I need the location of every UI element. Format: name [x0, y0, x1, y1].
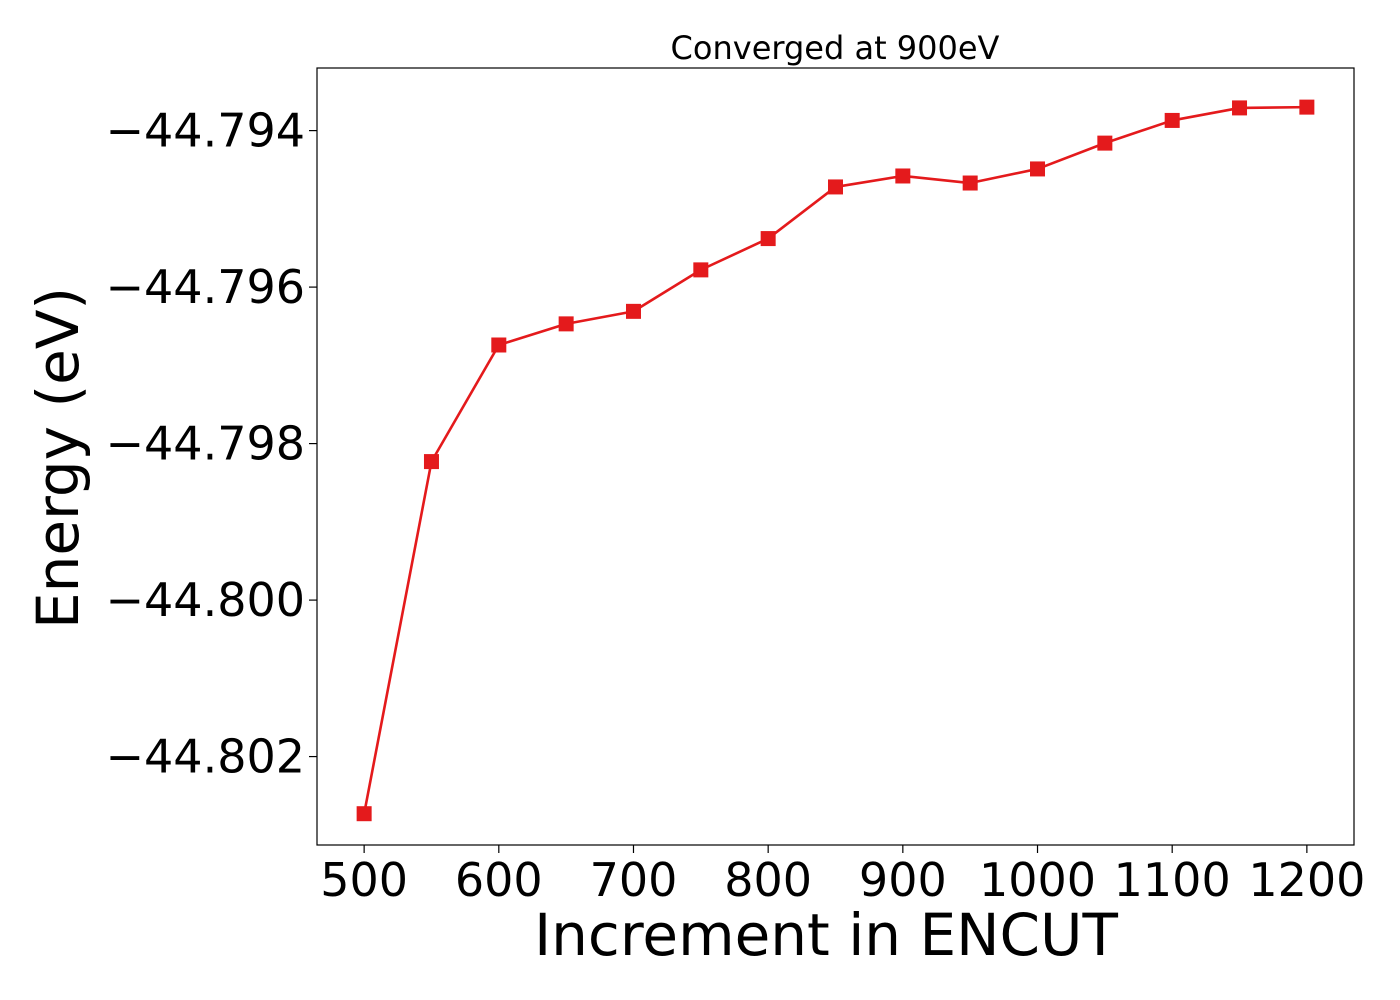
y-tick-label: −44.800 — [106, 573, 306, 627]
y-tick-label: −44.798 — [106, 417, 306, 471]
chart-title: Converged at 900eV — [671, 29, 1000, 67]
data-point — [356, 806, 372, 822]
x-tick-label: 1200 — [1248, 853, 1365, 907]
data-point — [491, 337, 507, 353]
y-tick-label: −44.796 — [106, 260, 306, 314]
data-point — [1232, 100, 1248, 116]
data-point — [760, 231, 776, 247]
data-point — [1030, 161, 1046, 177]
x-tick-label: 500 — [320, 853, 408, 907]
data-point — [1164, 112, 1180, 128]
plot-area — [356, 99, 1315, 822]
data-point — [1097, 135, 1113, 151]
data-point — [828, 179, 843, 195]
x-tick-label: 600 — [455, 853, 543, 907]
plot-frame — [316, 67, 1355, 846]
data-point — [625, 303, 641, 319]
series-line — [362, 105, 1307, 814]
data-point — [962, 175, 978, 191]
y-tick-label: −44.794 — [106, 104, 306, 158]
data-point — [895, 168, 911, 184]
y-axis: −44.794 −44.796 −44.798 −44.800 −44.802 — [106, 104, 317, 784]
data-point — [1299, 99, 1315, 115]
x-axis: 500 600 700 800 900 1000 1100 1200 — [320, 845, 1365, 907]
data-point — [693, 262, 709, 278]
y-tick-label: −44.802 — [106, 730, 306, 784]
x-tick-label: 1100 — [1114, 853, 1231, 907]
x-tick-label: 900 — [859, 853, 947, 907]
x-tick-label: 700 — [590, 853, 678, 907]
data-point — [423, 454, 439, 470]
x-axis-label: Increment in ENCUT — [534, 901, 1118, 969]
x-tick-label: 1000 — [979, 853, 1096, 907]
data-point — [558, 316, 574, 332]
y-axis-label: Energy (eV) — [24, 287, 92, 629]
x-tick-label: 800 — [724, 853, 812, 907]
